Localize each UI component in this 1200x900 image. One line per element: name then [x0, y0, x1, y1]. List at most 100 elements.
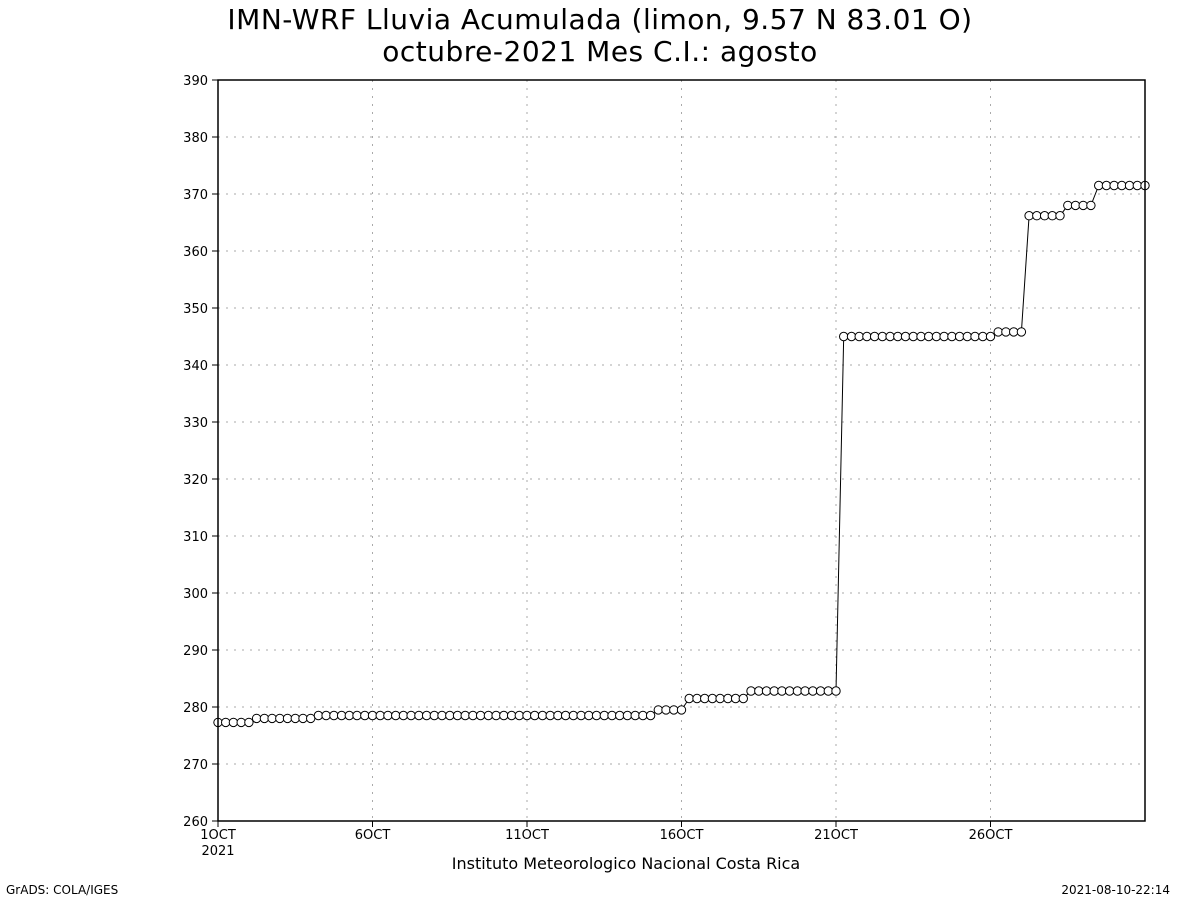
y-tick-label: 310 [183, 530, 208, 545]
series-accumulated-rain [213, 180, 1150, 728]
data-point [615, 710, 625, 721]
data-point [228, 717, 239, 728]
data-point [475, 710, 486, 721]
data-point [306, 713, 316, 724]
data-point [815, 686, 826, 696]
grid [218, 80, 1145, 821]
data-point [1124, 180, 1135, 191]
data-point [978, 331, 988, 342]
chart-title: IMN-WRF Lluvia Acumulada (limon, 9.57 N … [227, 3, 973, 36]
data-point [738, 693, 748, 704]
data-point [661, 705, 671, 715]
data-point [321, 710, 331, 721]
data-point [669, 705, 679, 715]
y-tick-label: 380 [183, 131, 208, 146]
data-point [707, 693, 718, 704]
data-point [514, 710, 524, 721]
y-tick-label: 360 [183, 245, 208, 260]
data-point [962, 331, 972, 342]
data-point [290, 713, 300, 724]
data-point [877, 331, 888, 342]
data-point [599, 710, 609, 721]
data-point [676, 705, 687, 715]
data-point [715, 693, 725, 704]
generation-timestamp: 2021-08-10-22:14 [1061, 883, 1170, 897]
chart-subtitle: octubre-2021 Mes C.I.: agosto [382, 35, 818, 68]
data-point [344, 710, 354, 721]
data-point [653, 705, 663, 715]
data-point [530, 710, 540, 721]
data-point [769, 686, 779, 696]
data-point [1009, 327, 1019, 337]
data-point [1047, 211, 1058, 221]
data-point [221, 717, 231, 728]
data-point [800, 686, 810, 696]
data-point [607, 710, 617, 721]
data-point [421, 710, 432, 721]
data-point [1094, 180, 1104, 191]
data-point [282, 713, 293, 724]
data-point [491, 710, 501, 721]
y-tick-label: 390 [183, 74, 208, 89]
data-point [336, 710, 347, 721]
data-point [553, 710, 563, 721]
x-tick-label: 16OCT [660, 828, 704, 843]
data-point [483, 710, 494, 721]
x-tick-label: 6OCT [355, 828, 391, 843]
data-point [251, 713, 262, 724]
data-point [1132, 180, 1143, 191]
data-point [499, 710, 509, 721]
data-point [452, 710, 463, 721]
grads-credit: GrADS: COLA/IGES [6, 883, 119, 897]
data-point [313, 710, 324, 721]
x-axis-label: Instituto Meteorologico Nacional Costa R… [452, 854, 800, 873]
data-point [560, 710, 571, 721]
y-tick-label: 290 [183, 644, 208, 659]
data-point [970, 331, 980, 342]
data-point [792, 686, 803, 696]
x-tick-label: 26OCT [969, 828, 1013, 843]
data-point [730, 693, 741, 704]
y-tick-label: 260 [183, 815, 208, 830]
data-point [298, 713, 308, 724]
x-tick-label: 21OCT [814, 828, 858, 843]
data-point [1117, 180, 1127, 191]
data-point [545, 710, 555, 721]
data-point [1063, 200, 1073, 211]
y-tick-label: 330 [183, 416, 208, 431]
data-point [367, 710, 378, 721]
data-point [1101, 180, 1112, 191]
data-point [360, 710, 370, 721]
data-point [468, 710, 478, 721]
data-point [684, 693, 694, 704]
data-point [954, 331, 965, 342]
data-point [244, 717, 254, 728]
data-point [267, 713, 277, 724]
data-point [522, 710, 532, 721]
data-point [414, 710, 424, 721]
data-point [1024, 211, 1034, 221]
data-point [924, 331, 934, 342]
data-point [584, 710, 594, 721]
data-point [939, 331, 949, 342]
plot-frame [217, 79, 1146, 822]
y-tick-label: 340 [183, 359, 208, 374]
x-tick-label: 1OCT [200, 828, 236, 843]
data-point [885, 331, 895, 342]
y-tick-label: 300 [183, 587, 208, 602]
data-point [1086, 200, 1096, 211]
data-point [506, 710, 517, 721]
data-point [1039, 211, 1050, 221]
data-point [723, 693, 733, 704]
data-point [591, 710, 602, 721]
data-point [576, 710, 586, 721]
data-point [985, 331, 996, 342]
data-point [993, 327, 1003, 337]
y-tick-label: 270 [183, 758, 208, 773]
data-point [630, 710, 640, 721]
data-point [1032, 211, 1042, 221]
data-point [429, 710, 439, 721]
data-point [692, 693, 702, 704]
data-point [869, 331, 880, 342]
